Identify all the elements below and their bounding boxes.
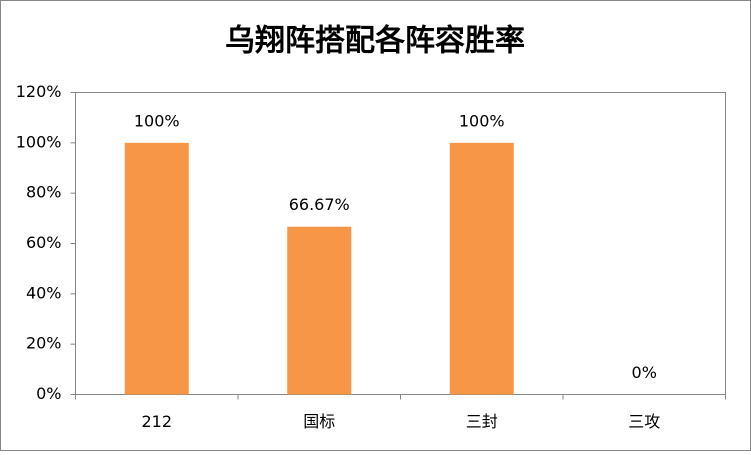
x-tick-label: 三攻: [628, 412, 660, 431]
x-tick-label: 三封: [466, 412, 498, 431]
y-tick-label: 80%: [26, 183, 62, 202]
value-label: 0%: [632, 363, 657, 382]
bar: [124, 142, 189, 395]
x-tick-label: 212: [141, 412, 172, 431]
y-tick-label: 100%: [16, 132, 62, 151]
value-label: 100%: [459, 111, 505, 130]
y-tick-label: 120%: [16, 82, 62, 101]
y-tick-label: 0%: [36, 384, 61, 403]
y-tick-label: 40%: [26, 283, 62, 302]
bar: [287, 226, 352, 395]
y-tick-label: 60%: [26, 233, 62, 252]
value-label: 100%: [134, 111, 180, 130]
value-label: 66.67%: [289, 195, 350, 214]
chart-title: 乌翔阵搭配各阵容胜率: [225, 24, 525, 59]
y-tick-label: 20%: [26, 334, 62, 353]
x-tick-label: 国标: [303, 412, 335, 431]
bar: [449, 142, 514, 395]
